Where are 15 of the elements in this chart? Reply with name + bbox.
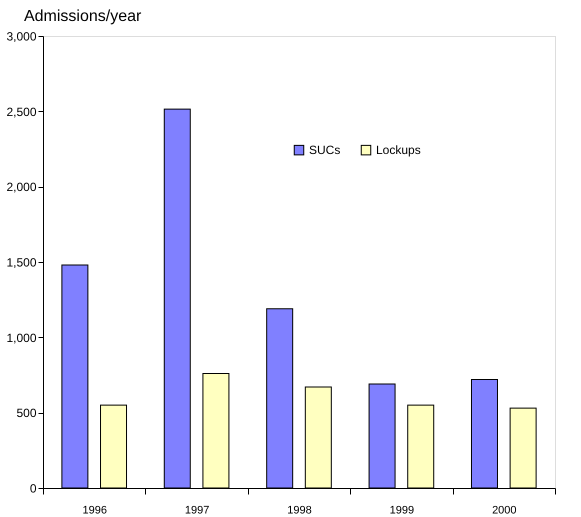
y-tick-label: 0 (30, 482, 37, 496)
x-tick-label: 2000 (492, 504, 517, 516)
legend-label: SUCs (309, 143, 340, 158)
y-tick-label: 2,500 (6, 104, 37, 119)
x-tick-label: 1996 (82, 504, 107, 516)
y-tick-label: 1,500 (6, 256, 37, 270)
y-tick-label: 2,000 (6, 180, 37, 194)
x-tick-label: 1997 (184, 504, 210, 516)
y-tick-label: 500 (16, 406, 37, 420)
y-tick-label: 3,000 (6, 30, 37, 44)
chart-title: Admissions/year (24, 8, 142, 25)
legend-label: Lockups (376, 143, 421, 158)
x-tick-label: 1998 (287, 504, 312, 516)
y-tick-label: 1,000 (6, 330, 37, 345)
x-tick-label: 1999 (390, 504, 414, 516)
